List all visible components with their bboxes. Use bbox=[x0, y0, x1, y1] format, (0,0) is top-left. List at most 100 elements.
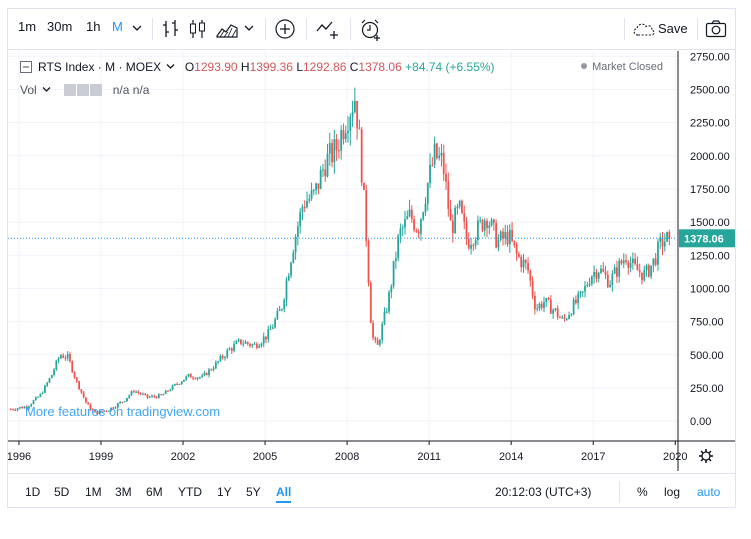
interval-1h[interactable]: 1h bbox=[86, 19, 101, 34]
candle-body bbox=[344, 133, 347, 140]
candle-body bbox=[328, 143, 331, 154]
volume-label[interactable]: Vol bbox=[20, 83, 37, 97]
candle-body bbox=[185, 376, 188, 380]
candle-body bbox=[629, 263, 632, 268]
range-5d[interactable]: 5D bbox=[54, 485, 70, 499]
candle-body bbox=[552, 309, 555, 314]
candle-body bbox=[224, 357, 226, 359]
candle-body bbox=[255, 343, 258, 348]
area-chart-icon[interactable] bbox=[215, 18, 239, 40]
open-value-label: O bbox=[184, 60, 195, 74]
bar-chart-icon[interactable] bbox=[161, 18, 181, 40]
collapse-legend-icon[interactable] bbox=[20, 61, 32, 73]
y-tick-label: 1250.00 bbox=[690, 250, 730, 262]
range-5y[interactable]: 5Y bbox=[246, 485, 261, 499]
save-button[interactable]: Save bbox=[658, 21, 688, 36]
candle-body bbox=[278, 309, 281, 312]
cloud-save-icon[interactable] bbox=[632, 21, 656, 37]
alert-clock-icon[interactable] bbox=[359, 18, 383, 42]
add-indicator-icon[interactable] bbox=[274, 18, 296, 40]
candle-body bbox=[584, 285, 586, 292]
candle-body bbox=[435, 143, 438, 159]
interval-monthly[interactable]: M bbox=[112, 19, 123, 34]
candle-body bbox=[137, 391, 140, 393]
range-1y[interactable]: 1Y bbox=[217, 485, 232, 499]
chevron-down-icon[interactable] bbox=[42, 85, 51, 94]
candle-body bbox=[465, 221, 468, 239]
candle-body bbox=[481, 220, 484, 231]
candle-body bbox=[529, 270, 532, 281]
auto-toggle[interactable]: auto bbox=[697, 485, 721, 499]
chevron-down-icon[interactable] bbox=[132, 23, 142, 33]
range-1m[interactable]: 1M bbox=[85, 485, 102, 499]
symbol-legend: RTS Index · M · MOEX O1293.90 H1399.36 L… bbox=[20, 60, 495, 74]
y-tick-label: 750.00 bbox=[690, 317, 724, 329]
candle-body bbox=[360, 129, 363, 183]
candle-body bbox=[561, 317, 564, 319]
range-all[interactable]: All bbox=[276, 485, 292, 503]
candle-body bbox=[472, 245, 475, 247]
compare-icon[interactable] bbox=[315, 18, 341, 40]
settings-gear-icon[interactable] bbox=[699, 449, 713, 463]
candle-body bbox=[315, 183, 318, 191]
candle-body bbox=[372, 322, 374, 338]
last-price-label: 1378.06 bbox=[684, 233, 724, 245]
camera-icon[interactable] bbox=[705, 19, 727, 39]
chevron-down-icon[interactable] bbox=[166, 62, 175, 71]
chevron-down-icon[interactable] bbox=[244, 23, 254, 33]
x-tick-label: 2020 bbox=[663, 451, 687, 463]
price-chart[interactable]: 0.00 250.00 500.00 750.00 1000.00 1250.00 1500… bbox=[8, 51, 735, 471]
candle-body bbox=[479, 220, 482, 222]
percent-toggle[interactable]: % bbox=[637, 485, 648, 499]
candle-body bbox=[201, 375, 204, 378]
candle-body bbox=[454, 207, 457, 234]
candle-body bbox=[160, 394, 163, 396]
candle-body bbox=[292, 252, 295, 263]
candle-body bbox=[540, 303, 543, 308]
clock-time[interactable]: 20:12:03 (UTC+3) bbox=[495, 485, 592, 499]
interval-30m[interactable]: 30m bbox=[47, 19, 73, 34]
watermark-link[interactable]: More features on tradingview.com bbox=[25, 404, 221, 419]
candle-body bbox=[276, 311, 279, 320]
interval-1m[interactable]: 1m bbox=[18, 19, 37, 34]
candle-body bbox=[581, 291, 584, 293]
candle-body bbox=[470, 245, 472, 249]
candle-body bbox=[652, 258, 655, 266]
candle-body bbox=[613, 267, 616, 274]
close-icon[interactable] bbox=[90, 84, 103, 96]
range-1d[interactable]: 1D bbox=[25, 485, 41, 499]
candle-body bbox=[146, 394, 149, 398]
candle-body bbox=[262, 336, 265, 344]
symbol-name[interactable]: RTS Index · M · MOEX bbox=[38, 60, 162, 74]
candle-body bbox=[506, 231, 509, 245]
candle-body bbox=[659, 237, 662, 242]
candles-icon[interactable] bbox=[188, 18, 208, 40]
candle-body bbox=[55, 360, 58, 370]
candle-body bbox=[37, 396, 39, 398]
candle-body bbox=[467, 238, 470, 249]
range-ytd[interactable]: YTD bbox=[178, 485, 202, 499]
candle-body bbox=[590, 276, 593, 284]
candle-body bbox=[627, 261, 630, 268]
volume-legend: Vol n/a n/a bbox=[20, 83, 149, 97]
x-tick-label: 2014 bbox=[499, 451, 523, 463]
candle-body bbox=[638, 270, 641, 273]
range-6m[interactable]: 6M bbox=[146, 485, 163, 499]
candle-body bbox=[588, 283, 591, 286]
eye-icon[interactable] bbox=[64, 84, 77, 96]
candle-body bbox=[189, 373, 192, 378]
candle-body bbox=[28, 406, 30, 409]
candle-body bbox=[426, 183, 429, 204]
candle-body bbox=[358, 128, 361, 130]
candle-body bbox=[499, 231, 502, 240]
candle-body bbox=[597, 272, 600, 279]
close-value-label: C bbox=[349, 60, 359, 74]
candle-body bbox=[306, 200, 308, 208]
range-3m[interactable]: 3M bbox=[115, 485, 132, 499]
candle-body bbox=[233, 344, 235, 351]
y-tick-label: 2250.00 bbox=[690, 118, 730, 130]
log-toggle[interactable]: log bbox=[664, 485, 681, 499]
candle-body bbox=[502, 231, 504, 239]
candle-body bbox=[265, 336, 267, 340]
settings-icon[interactable] bbox=[77, 84, 90, 96]
